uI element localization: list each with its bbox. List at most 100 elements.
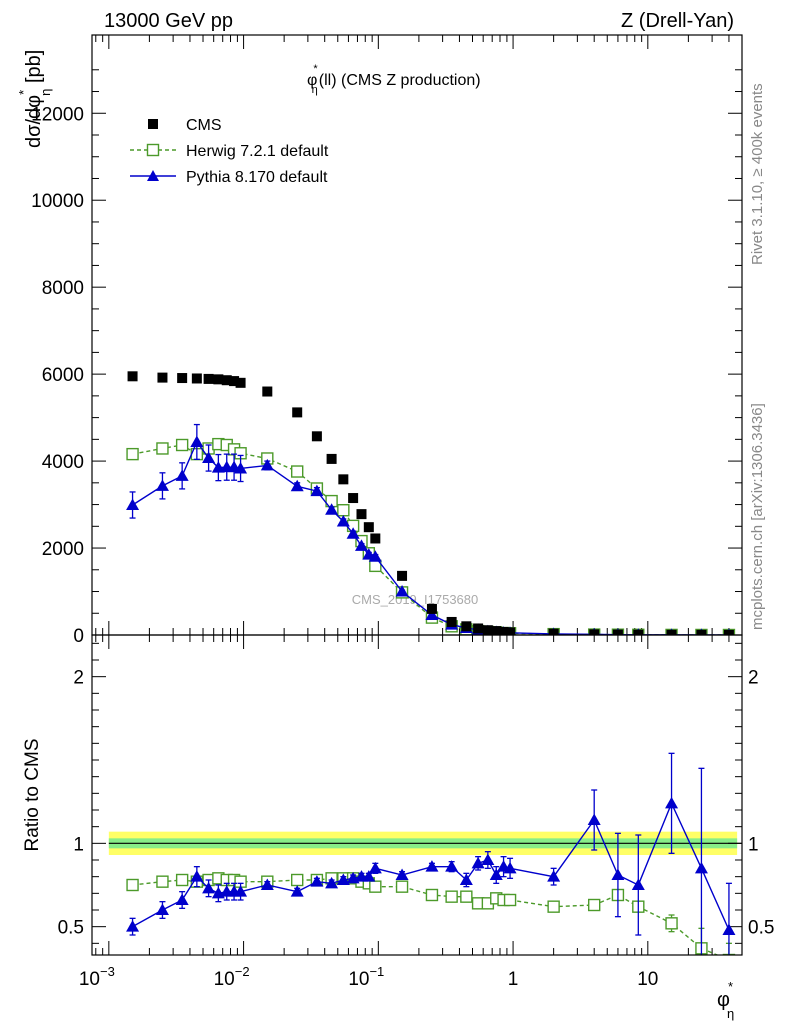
ratio-data-point [694, 861, 708, 874]
ratio-data-point [611, 868, 625, 880]
ratio-reference-band [108, 831, 742, 855]
legend-pythia-marker [147, 170, 159, 181]
ratio-data-point [362, 870, 376, 882]
x-tick-base: 10 [348, 969, 369, 990]
main-data-point [696, 629, 707, 635]
ratio-data-point [471, 856, 485, 869]
main-data-point [363, 522, 374, 533]
x-tick-label: 1 [508, 969, 519, 990]
main-data-point [348, 493, 359, 504]
main-data-point [368, 550, 382, 562]
main-data-point [229, 376, 240, 387]
main-data-point [482, 625, 493, 635]
main-data-point [126, 498, 140, 510]
xlabel-sub: η [727, 1006, 734, 1021]
ratio-data-point [665, 796, 679, 809]
main-series [126, 371, 736, 635]
ratio-data-point [395, 868, 409, 880]
watermark: CMS_2019_I1753680 [352, 592, 479, 607]
main-data-point [292, 407, 303, 418]
main-y-tick-label: 8000 [42, 278, 84, 299]
x-tick-label: 10−3 [79, 964, 115, 990]
main-y-tick-label: 10000 [31, 191, 84, 212]
xlabel-phi: φ [717, 989, 730, 1011]
main-data-point [426, 603, 437, 614]
ratio-data-point [489, 868, 503, 880]
main-data-point [397, 570, 408, 581]
main-data-point [548, 628, 559, 635]
main-data-point [666, 629, 677, 635]
header-right: Z (Drell-Yan) [621, 10, 734, 32]
ratio-data-point [126, 878, 139, 892]
main-data-point [234, 461, 248, 474]
ylabel-star: * [16, 90, 31, 95]
main-data-point [338, 474, 349, 485]
ratio-data-point [459, 873, 473, 885]
main-data-point [461, 621, 472, 632]
ratio-data-point [503, 861, 517, 874]
main-data-point [473, 623, 484, 634]
ratio-data-point [587, 898, 601, 912]
ratio-data-point [156, 875, 169, 888]
ratio-data-point [202, 881, 216, 894]
x-tick-label: 10−2 [214, 964, 250, 990]
main-y-tick-label: 6000 [42, 365, 84, 386]
main-data-point [633, 629, 644, 635]
main-data-point [155, 479, 169, 491]
ratio-series-herwig [126, 872, 736, 955]
ylabel-pre: dσ/dφ [23, 95, 45, 148]
ylabel-post: [pb] [23, 50, 45, 89]
ratio-y-label: Ratio to CMS [22, 739, 43, 852]
ratio-data-point [631, 878, 645, 890]
main-data-point [311, 431, 322, 442]
ratio-data-point [291, 873, 304, 887]
ratio-data-point [310, 875, 324, 887]
main-data-point [175, 469, 189, 481]
ratio-data-point [190, 870, 204, 882]
rivet-label: Rivet 3.1.10, ≥ 400k events [749, 83, 766, 265]
legend: CMS Herwig 7.2.1 default Pythia 8.170 de… [130, 117, 329, 186]
ratio-data-point [547, 900, 560, 913]
main-y-tick-label: 0 [73, 626, 84, 647]
main-data-point [337, 504, 350, 517]
ratio-data-point [425, 888, 439, 902]
main-data-point [260, 458, 274, 471]
ratio-frame [91, 634, 743, 956]
ratio-data-point [547, 870, 561, 882]
legend-cms-label: CMS [186, 117, 222, 134]
mcplots-label: mcplots.cern.ch [arXiv:1306.3436] [749, 403, 766, 630]
title-star: * [313, 63, 318, 75]
legend-item-cms: CMS [148, 117, 222, 134]
ratio-data-point [722, 953, 736, 955]
main-data-point [310, 484, 324, 497]
ratio-data-point [481, 853, 495, 865]
ratio-data-point [175, 873, 189, 887]
legend-item-herwig: Herwig 7.2.1 default [130, 143, 329, 160]
ratio-y-tick-label: 1 [73, 834, 84, 855]
main-data-point [127, 371, 138, 382]
ratio-y-tick-label-right: 2 [748, 668, 759, 689]
main-y-ticks: 0 2000 4000 6000 8000 10000 12000 [31, 69, 742, 647]
ratio-panel: 0.5 0.5 1 1 2 2 Ratio to CMS [22, 634, 774, 956]
main-data-point [498, 626, 509, 635]
ratio-y-tick-label: 2 [73, 668, 84, 689]
legend-cms-marker [148, 119, 158, 129]
ratio-data-point [155, 903, 169, 915]
ratio-series-pythia [126, 752, 736, 955]
x-tick-base: 10 [637, 969, 658, 990]
main-data-point [356, 509, 367, 520]
x-tick-label: 10−1 [348, 964, 384, 990]
main-y-tick-label: 2000 [42, 539, 84, 560]
xlabel-star: * [728, 979, 733, 994]
main-data-point [325, 503, 339, 515]
main-panel: CMS_2019_I1753680 0 2000 4000 6000 8000 10000… [16, 34, 743, 647]
ratio-data-point [369, 880, 382, 893]
main-data-point [589, 629, 600, 635]
x-tick-exponent: −3 [100, 964, 115, 979]
ratio-y-ticks: 0.5 0.5 1 1 2 2 [58, 642, 774, 944]
ratio-data-point [665, 917, 678, 930]
x-tick-base: 10 [214, 969, 235, 990]
plot-title: φ* η(ll) (CMS Z production) [307, 63, 481, 96]
ratio-y-tick-label-right: 1 [748, 834, 759, 855]
main-data-point [262, 386, 273, 397]
